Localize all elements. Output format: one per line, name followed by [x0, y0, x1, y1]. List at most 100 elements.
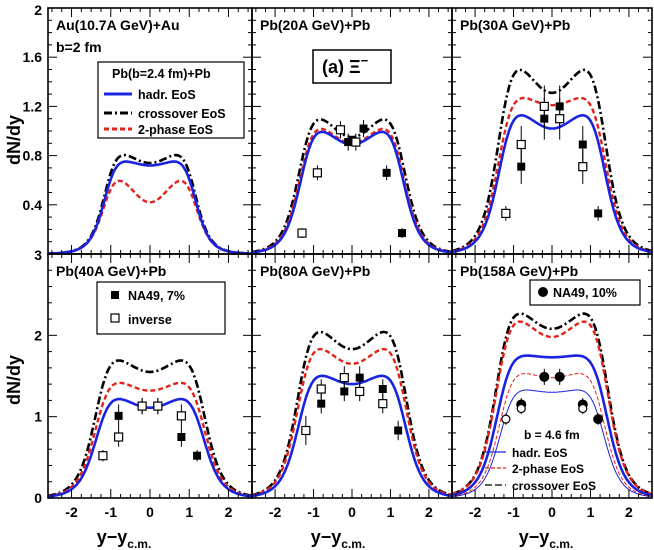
panel-title-1: Pb(20A GeV)+Pb	[260, 17, 370, 33]
curve-hadr-panel-5	[451, 354, 653, 497]
legend-na49-10-label: NA49, 10%	[553, 286, 617, 300]
x-axis-label-col1: y−yc.m.	[97, 527, 152, 550]
legend-open-label: inverse	[128, 313, 172, 327]
x-tick-label-1-0: -2	[269, 504, 282, 520]
particle-label-text: (a) Ξ	[322, 57, 361, 77]
x-axis-label-sub: c.m.	[127, 537, 151, 550]
y-tick-label-top-1: 0.8	[23, 148, 43, 164]
legend-twoph-label: 2-phase EoS	[138, 123, 213, 137]
point-filled-1-2	[382, 168, 391, 177]
svg-text:(a) Ξ−: (a) Ξ−	[322, 53, 369, 77]
point-open-2-0	[501, 208, 511, 219]
curve-twoph-panel-3	[47, 381, 253, 498]
y-tick-label-bottom-0: 0	[34, 490, 42, 506]
point-open-3-4	[176, 411, 186, 421]
x-tick-label-1-1: -1	[307, 504, 320, 520]
legend-filled-label: NA49, 7%	[128, 289, 185, 303]
curve-twoph-panel-2	[451, 96, 653, 253]
curve-twoph-panel-4	[251, 348, 453, 497]
y-axis-label-bottom: dN/dy	[4, 355, 24, 405]
point-filled-3-3	[177, 433, 186, 441]
point-open-4-2	[339, 373, 349, 383]
x-tick-label-0-2: 0	[146, 504, 154, 520]
legend-b46-twoph-label: 2-phase EoS	[512, 462, 584, 476]
text-layer: Au(10.7A GeV)+Au b=2 fm Pb(20A GeV)+Pb Pb(3…	[23, 2, 633, 520]
x-axis-label-text: y−y	[311, 527, 342, 547]
legend-na49-10: NA49, 10%	[529, 279, 641, 306]
curve-cross-panel-5	[451, 312, 653, 496]
point-open-2-1	[516, 139, 526, 150]
point-filled-4-3	[378, 385, 387, 394]
x-tick-label-2-2: 0	[548, 504, 556, 520]
panel-frame-2	[451, 7, 653, 255]
curve-cross-panel-3	[47, 359, 253, 497]
x-axis-label-col2: y−yc.m.	[311, 527, 366, 550]
y-tick-label-top-max: 2	[34, 2, 42, 18]
x-tick-label-1-3: 1	[387, 504, 395, 520]
legend-top: Pb(b=2.4 fm)+Pb hadr. EoS crossover EoS …	[97, 61, 245, 139]
y-tick-label-top-3: 1.6	[23, 49, 43, 65]
legend-b46: b = 4.6 fm hadr. EoS 2-phase EoS crossov…	[485, 428, 596, 493]
point-open-1-1	[312, 168, 322, 178]
curve-hadr-panel-3	[47, 397, 253, 498]
legend-b46-title: b = 4.6 fm	[524, 428, 580, 442]
point-filled-5-1	[539, 371, 550, 382]
legend-b46-cross-label: crossover EoS	[512, 479, 596, 493]
point-open-3-1	[114, 432, 124, 442]
point-filled-3-0	[114, 411, 123, 420]
legend-na49-7: NA49, 7% inverse	[96, 281, 226, 335]
curve-twoph-panel-0	[48, 179, 252, 255]
point-filled-2-4	[594, 209, 603, 218]
svg-text:y−yc.m.: y−yc.m.	[311, 527, 366, 550]
legend-open-marker	[110, 313, 120, 323]
point-open-1-0	[297, 228, 307, 238]
point-filled-1-3	[398, 229, 406, 238]
curve-hadr-panel-0	[47, 160, 253, 255]
panel-frame-4	[251, 253, 453, 499]
point-filled-1-0	[344, 138, 353, 147]
curve-twoph-panel-5	[451, 320, 653, 496]
x-axis-label-text: y−y	[519, 527, 550, 547]
legend-top-title: Pb(b=2.4 fm)+Pb	[112, 67, 211, 81]
x-axis-label-sub: c.m.	[549, 537, 573, 550]
curve-twoph46-panel-5	[451, 373, 653, 497]
y-tick-label-top-2: 1.2	[23, 98, 43, 114]
x-axis-label-col3: y−yc.m.	[519, 527, 574, 550]
point-open-4-0	[301, 425, 311, 436]
point-open-3-3	[153, 401, 163, 411]
point-filled-4-1	[340, 387, 349, 396]
point-open-4-4	[378, 399, 388, 409]
point-open-2-4	[578, 162, 588, 172]
panel-title-2: Pb(30A GeV)+Pb	[460, 17, 570, 33]
point-filled-5-2	[554, 371, 565, 382]
legend-hadr-label: hadr. EoS	[138, 88, 196, 102]
panel-title-5: Pb(158A GeV)+Pb	[460, 263, 578, 279]
point-filled-2-0	[517, 162, 526, 171]
x-tick-label-1-2: 0	[348, 504, 356, 520]
curves-layer	[47, 68, 653, 498]
curve-hadr-panel-2	[451, 114, 653, 254]
y-tick-label-bottom-2: 2	[34, 327, 42, 343]
y-tick-label-bottom-1: 1	[34, 409, 42, 425]
point-filled-4-0	[317, 399, 326, 408]
x-tick-label-0-3: 1	[185, 504, 193, 520]
x-tick-label-2-4: 2	[625, 504, 633, 520]
y-axis-label: dN/dy	[4, 115, 24, 165]
ticks-layer	[48, 7, 652, 499]
x-tick-label-2-3: 1	[587, 504, 595, 520]
legend-filled-marker	[111, 291, 119, 299]
point-open-4-1	[316, 384, 326, 394]
particle-label-sup: −	[361, 53, 369, 68]
panel-subtitle-0: b=2 fm	[56, 39, 102, 55]
x-tick-label-2-0: -2	[469, 504, 482, 520]
legend-filled-circle	[538, 287, 548, 297]
points-layer	[98, 85, 604, 462]
x-axis-label-sub: c.m.	[341, 537, 365, 550]
point-filled-4-4	[394, 426, 403, 435]
point-open-4-3	[355, 386, 365, 397]
point-filled-5-4	[593, 414, 604, 425]
curve-hadr-panel-4	[251, 374, 453, 498]
point-open-5-1	[516, 403, 526, 414]
point-filled-1-1	[359, 124, 368, 133]
